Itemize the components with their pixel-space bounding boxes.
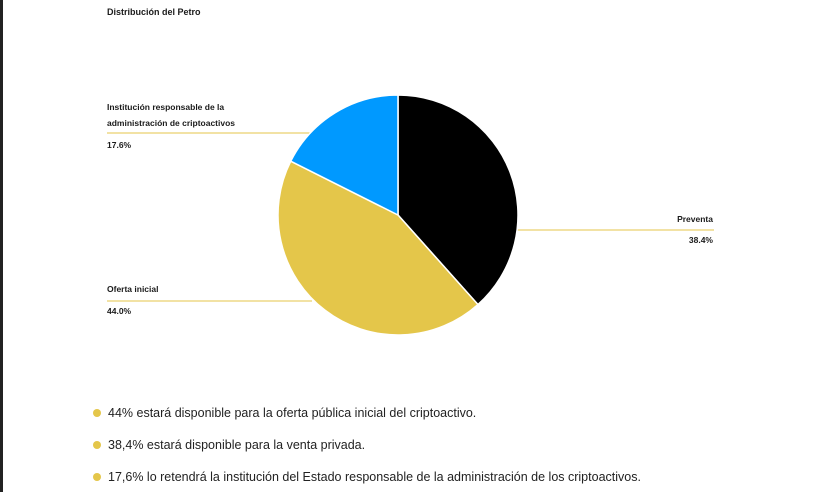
bullet-text: 38,4% estará disponible para la venta pr… [108,438,366,452]
slice-label-text: Institución responsable de la administra… [107,102,236,128]
slice-value: 17.6% [107,140,132,150]
bullet-item: 38,4% estará disponible para la venta pr… [93,429,641,461]
bullet-dot-icon [93,473,101,481]
bullet-list: 44% estará disponible para la oferta púb… [93,397,641,493]
bullet-item: 44% estará disponible para la oferta púb… [93,397,641,429]
slice-value: 38.4% [688,235,713,245]
slice-oferta-inicial [277,160,479,336]
slice-institucion [289,94,399,217]
slice-label-text: Preventa [677,214,713,224]
page-edge [0,0,3,492]
bullet-dot-icon [93,409,101,417]
chart-title: Distribución del Petro [107,7,201,17]
bullet-item: 17,6% lo retendrá la institución del Est… [93,461,641,493]
bullet-dot-icon [93,441,101,449]
slice-label-institucion: Institución responsable de la administra… [107,99,267,153]
bullet-text: 17,6% lo retendrá la institución del Est… [108,470,641,484]
slice-label-text: Oferta inicial [107,284,159,294]
bullet-text: 44% estará disponible para la oferta púb… [108,406,477,420]
slice-label-preventa: Preventa 38.4% [640,211,713,248]
slice-label-oferta: Oferta inicial 44.0% [107,281,227,319]
slice-preventa [397,94,519,306]
slice-value: 44.0% [107,306,132,316]
